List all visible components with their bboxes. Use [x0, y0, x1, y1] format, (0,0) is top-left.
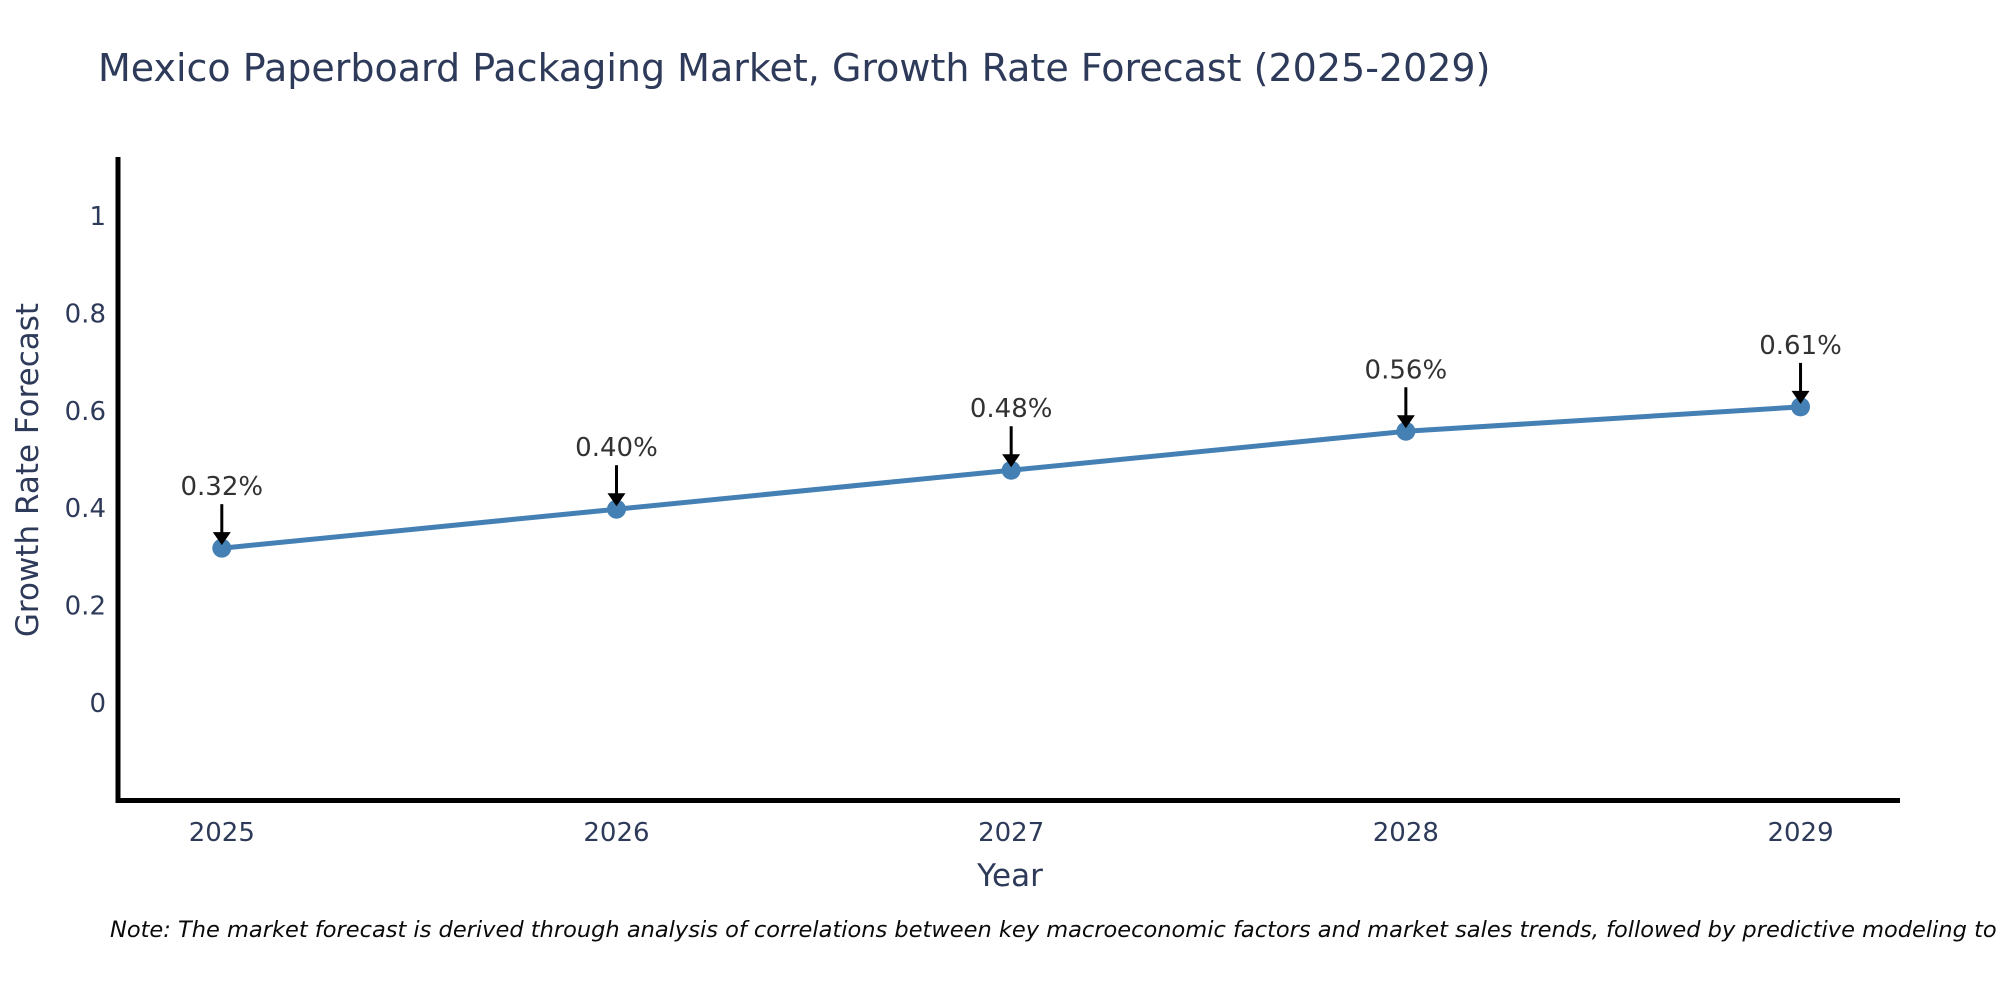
y-tick-label: 0: [89, 689, 106, 719]
footnote: Note: The market forecast is derived thr…: [110, 917, 2000, 943]
x-tick-label: 2028: [1373, 818, 1439, 848]
data-point-marker: [606, 499, 626, 519]
annotation-label: 0.56%: [1365, 355, 1448, 385]
annotation-arrow-head: [1002, 454, 1021, 468]
annotation-label: 0.40%: [575, 433, 658, 463]
data-point-marker: [1791, 397, 1811, 417]
annotation-label: 0.48%: [970, 394, 1053, 424]
data-point-marker: [212, 538, 232, 558]
y-tick-label: 0.8: [65, 299, 106, 329]
y-tick-label: 0.6: [65, 397, 106, 427]
data-point-marker: [1396, 421, 1416, 441]
x-tick-label: 2029: [1767, 818, 1833, 848]
chart-title: Mexico Paperboard Packaging Market, Grow…: [98, 46, 1491, 90]
annotation-label: 0.32%: [180, 472, 263, 502]
x-tick-label: 2027: [978, 818, 1044, 848]
annotation-arrow-head: [1791, 390, 1810, 404]
y-tick-label: 1: [89, 202, 106, 232]
annotation-label: 0.61%: [1759, 331, 1842, 361]
y-tick-label: 0.4: [65, 494, 106, 524]
annotation-arrow-head: [1396, 415, 1415, 429]
annotation-arrow-head: [607, 493, 626, 507]
annotation-arrow-head: [212, 532, 231, 546]
x-axis-title: Year: [977, 858, 1043, 894]
x-tick-label: 2025: [189, 818, 255, 848]
data-point-marker: [1001, 460, 1021, 480]
x-tick-label: 2026: [583, 818, 649, 848]
y-tick-label: 0.2: [65, 592, 106, 622]
